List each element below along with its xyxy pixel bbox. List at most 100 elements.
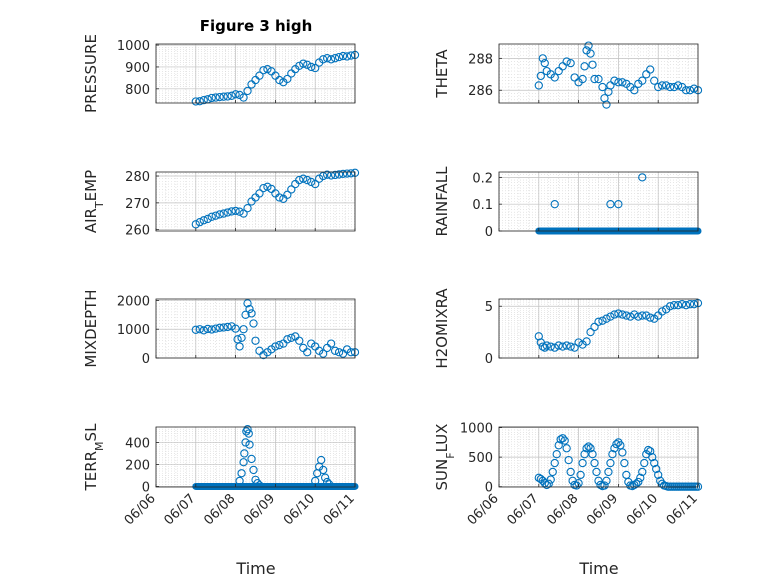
- panel-terr-msl: 0 200 400 TERRMSL 06/06 06/07 06/08 06/09 06/10 0…: [82, 423, 359, 528]
- data-point: [646, 65, 655, 74]
- data-point: [283, 335, 292, 344]
- data-point: [582, 337, 591, 346]
- data-point: [241, 438, 250, 447]
- x-tick-label: 06/06: [122, 491, 159, 528]
- major-grid: [498, 299, 699, 359]
- data-point: [283, 190, 292, 199]
- data-point: [598, 82, 607, 92]
- data-point: [562, 444, 571, 453]
- data-point: [326, 55, 336, 64]
- data-point: [227, 91, 236, 100]
- data-point: [319, 349, 328, 358]
- data-point: [219, 323, 228, 332]
- y-tick-label: 0: [485, 352, 493, 367]
- data-point: [602, 314, 611, 323]
- data-point: [548, 467, 557, 477]
- data-point: [578, 458, 587, 468]
- data-point: [263, 182, 272, 191]
- data-point: [247, 309, 256, 318]
- data-point: [271, 342, 280, 351]
- x-tick-label: 06/07: [162, 491, 199, 528]
- y-tick-label: 0.2: [472, 171, 493, 186]
- y-axis-label: PRESSURE: [82, 34, 100, 113]
- axes-box: [155, 298, 356, 359]
- data-point: [319, 55, 328, 64]
- data-point: [231, 90, 240, 99]
- data-point: [235, 476, 244, 486]
- data-point: [324, 480, 334, 489]
- minor-grid: [155, 426, 356, 487]
- data-point: [580, 62, 589, 71]
- y-tick-label: 200: [125, 458, 150, 473]
- data-point: [622, 311, 631, 320]
- data-point: [307, 62, 316, 72]
- data-point: [231, 206, 240, 216]
- y-axis-label: MIXDEPTH: [82, 289, 100, 367]
- y-axis-label: RAINFALL: [433, 166, 451, 237]
- data-point: [600, 481, 609, 490]
- data-point: [322, 170, 332, 179]
- data-point: [241, 310, 250, 319]
- data-point: [638, 173, 647, 182]
- y-tick-label: 0: [485, 481, 493, 496]
- y-tick-label: 280: [125, 170, 150, 185]
- data-point: [580, 450, 589, 459]
- x-tick-label: 06/08: [544, 491, 581, 528]
- data-point: [648, 452, 657, 462]
- data-point: [199, 96, 208, 105]
- data-point: [237, 469, 246, 478]
- data-point: [654, 470, 663, 480]
- y-tick-label: 260: [125, 224, 150, 239]
- data-point: [638, 467, 647, 477]
- data-point: [586, 327, 595, 337]
- data-point: [594, 317, 603, 326]
- data-point: [578, 74, 587, 84]
- data-point: [612, 439, 621, 449]
- minor-grid: [155, 299, 356, 359]
- data-point: [239, 93, 248, 102]
- data-point: [287, 333, 296, 343]
- data-point: [330, 346, 340, 355]
- data-point: [219, 209, 228, 218]
- data-point: [554, 66, 563, 76]
- data-point: [638, 76, 647, 85]
- data-point: [279, 194, 288, 203]
- data-point: [311, 63, 320, 73]
- axes-box: [155, 426, 356, 488]
- data-point: [338, 169, 348, 179]
- data-point: [570, 73, 579, 82]
- data-point: [235, 342, 244, 351]
- data-point: [203, 324, 212, 334]
- series: [191, 299, 360, 360]
- data-point: [558, 434, 567, 443]
- data-point: [572, 481, 581, 490]
- data-point: [259, 183, 268, 193]
- data-point: [191, 97, 200, 106]
- data-point: [566, 342, 575, 351]
- y-tick-label: 0: [485, 225, 493, 240]
- y-tick-label: 2000: [117, 294, 150, 309]
- figure-title: Figure 3 high: [200, 17, 313, 35]
- y-tick-label: 1000: [460, 422, 493, 437]
- data-point: [685, 300, 695, 309]
- data-point: [628, 481, 637, 491]
- data-point: [299, 343, 308, 353]
- data-point: [223, 322, 232, 332]
- axes-box: [498, 298, 699, 359]
- y-axis-label: H2OMIXRA: [433, 288, 451, 369]
- data-point: [650, 458, 659, 468]
- data-point: [586, 49, 595, 58]
- data-point: [646, 447, 655, 456]
- data-point: [646, 313, 655, 322]
- data-point: [590, 74, 599, 84]
- data-point: [614, 200, 623, 209]
- data-point: [334, 52, 344, 62]
- data-point: [576, 470, 585, 480]
- data-point: [669, 301, 679, 310]
- data-point: [546, 475, 555, 484]
- data-point: [322, 477, 332, 487]
- y-tick-label: 0.1: [472, 198, 493, 213]
- data-point: [606, 458, 615, 468]
- data-point: [681, 301, 691, 310]
